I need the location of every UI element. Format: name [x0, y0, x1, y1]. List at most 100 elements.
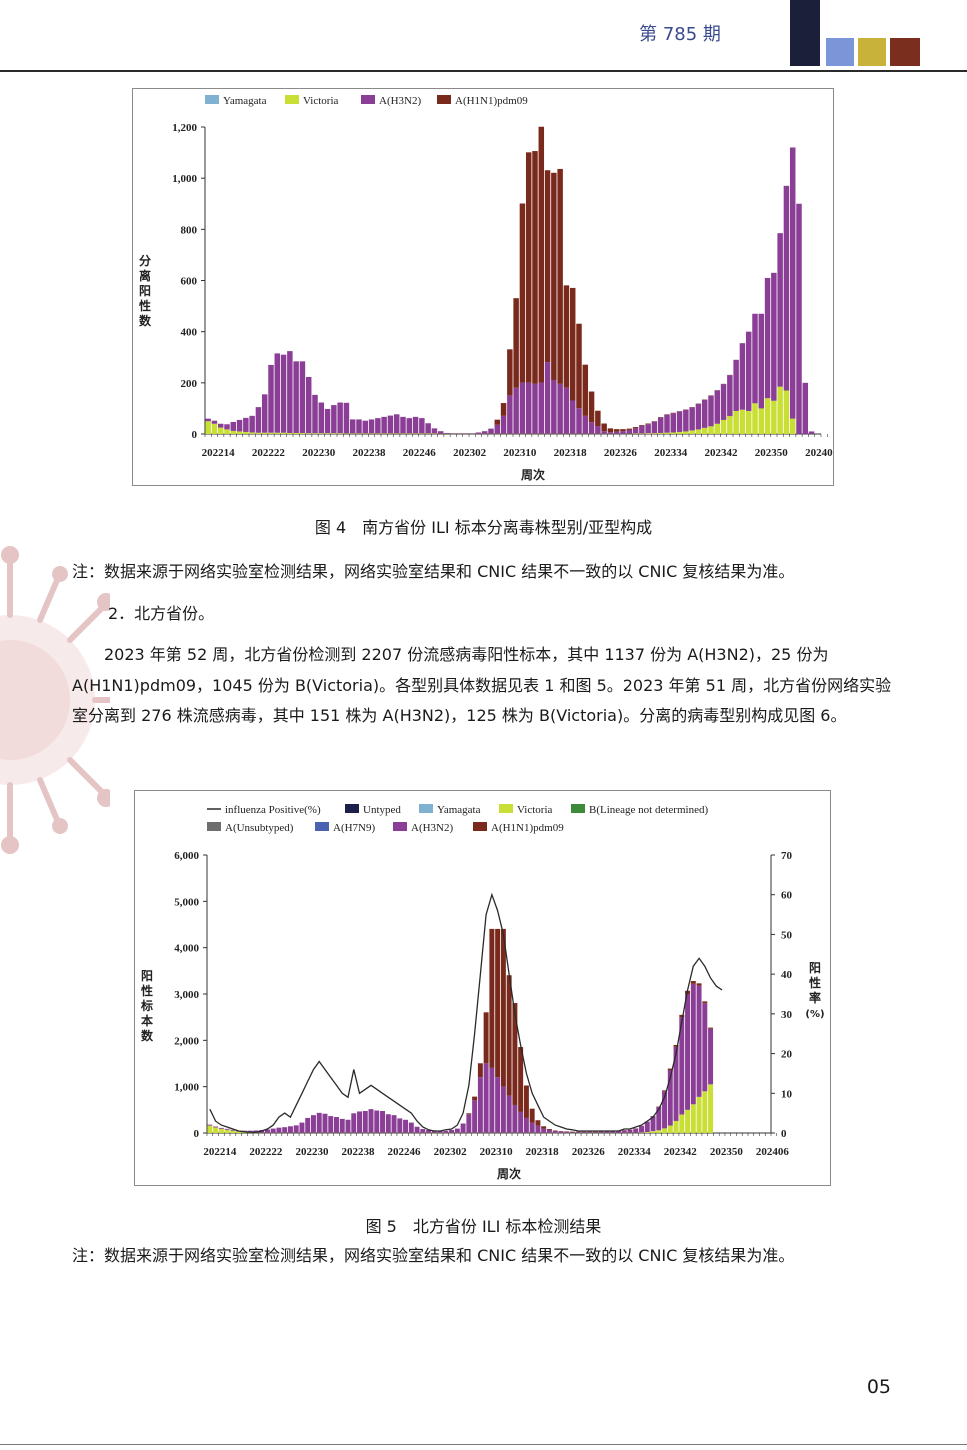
- bar-segment: [205, 421, 211, 434]
- bar-segment: [657, 432, 664, 434]
- y-tick-label: 400: [181, 327, 198, 339]
- bar-segment: [230, 430, 237, 434]
- y-tick-label: 5,000: [174, 896, 199, 908]
- bar-segment: [500, 403, 507, 416]
- bar-segment: [466, 1114, 472, 1133]
- bar-segment: [588, 422, 595, 434]
- bar-segment: [689, 430, 695, 434]
- bar-segment: [512, 1003, 518, 1105]
- bar-segment: [683, 431, 689, 434]
- x-tick-label: 202222: [249, 1146, 283, 1158]
- bar-segment: [657, 417, 664, 433]
- bar-segment: [645, 423, 651, 425]
- bar-segment: [494, 424, 501, 434]
- bar-segment: [525, 152, 532, 383]
- bar-segment: [495, 1077, 501, 1133]
- legend-label: A(H3N2): [379, 95, 421, 107]
- bar-segment: [331, 405, 337, 434]
- bar-segment: [249, 415, 255, 433]
- x-tick-label: 202302: [453, 447, 487, 459]
- bar-segment: [685, 1109, 691, 1133]
- bar-segment: [696, 983, 702, 986]
- bar-segment: [337, 402, 343, 434]
- bar-segment: [764, 398, 771, 434]
- bar-segment: [519, 382, 526, 434]
- figure-5-chart: 0 1,000 2,000 3,000 4,000 5,000 6,000 202214 202…: [134, 790, 831, 1186]
- bar-segment: [331, 433, 337, 434]
- bar-segment: [607, 428, 614, 433]
- bar-segment: [431, 428, 438, 434]
- bar-segment: [690, 1104, 696, 1133]
- bar-segment: [587, 1131, 593, 1133]
- bar-segment: [601, 431, 607, 434]
- bar-segment: [639, 433, 645, 434]
- bar-segment: [696, 985, 702, 1097]
- bar-segment: [391, 1115, 397, 1133]
- bar-segment: [733, 410, 739, 434]
- bar-segment: [318, 433, 325, 434]
- header-color-block-2: [826, 38, 854, 66]
- bar-segment: [662, 1128, 668, 1133]
- bar-segment: [454, 1128, 460, 1133]
- bar-segment: [477, 1063, 483, 1078]
- series-a-h3n2-: [207, 983, 714, 1133]
- bar-segment: [224, 1128, 230, 1130]
- bar-segment: [727, 416, 733, 434]
- bar-segment: [412, 416, 419, 434]
- y-axis-label-char: 本: [141, 1013, 153, 1028]
- bar-segment: [679, 1017, 685, 1115]
- y-tick-label: 6,000: [174, 850, 199, 862]
- bar-segment: [437, 1130, 443, 1133]
- bar-segment: [679, 1014, 685, 1018]
- bar-segment: [312, 394, 318, 434]
- y-axis-label-char: 数: [141, 1028, 154, 1043]
- bar-segment: [667, 1125, 673, 1133]
- bar-segment: [752, 403, 758, 434]
- x-tick-label: 202222: [252, 447, 286, 459]
- bar-segment: [324, 408, 331, 434]
- bar-segment: [702, 1091, 708, 1133]
- bar-segment: [207, 1124, 213, 1126]
- bar-segment: [701, 399, 708, 428]
- header-divider: [0, 70, 967, 72]
- x-tick-label: 202238: [342, 1146, 376, 1158]
- bar-segment: [255, 432, 262, 434]
- bar-segment: [802, 382, 809, 434]
- x-tick-label: 202334: [618, 1146, 652, 1158]
- x-axis-label: 周次: [521, 467, 545, 482]
- bar-segment: [287, 1126, 293, 1133]
- page-number: 05: [866, 1376, 891, 1398]
- bar-segment: [299, 361, 306, 433]
- bar-segment: [651, 421, 658, 422]
- bar-segment: [673, 1044, 679, 1047]
- bar-segment: [639, 425, 645, 434]
- bar-segment: [261, 432, 268, 434]
- bar-segment: [613, 429, 620, 432]
- bar-segment: [544, 170, 551, 363]
- bar-segment: [241, 1132, 247, 1133]
- y-tick-label: 1,000: [174, 1082, 199, 1094]
- legend-label: Victoria: [303, 95, 338, 107]
- y-tick-label: 0: [194, 1128, 200, 1140]
- bar-segment: [217, 427, 224, 434]
- x-tick-label: 202310: [480, 1146, 514, 1158]
- bar-segment: [777, 233, 783, 387]
- y2-tick-label: 60: [781, 890, 793, 902]
- bar-segment: [519, 203, 526, 383]
- bar-segment: [293, 1125, 299, 1133]
- bar-segment: [305, 376, 312, 434]
- bar-segment: [627, 1129, 633, 1133]
- bar-segment: [397, 1118, 403, 1133]
- bar-segment: [544, 362, 551, 434]
- bar-segment: [676, 431, 683, 434]
- bar-segment: [518, 1111, 524, 1133]
- bar-segment: [264, 1129, 270, 1133]
- y2-tick-label: 10: [781, 1088, 793, 1100]
- bar-segment: [305, 433, 312, 434]
- bar-segment: [224, 429, 230, 434]
- x-tick-label: 202302: [434, 1146, 468, 1158]
- bar-segment: [664, 414, 670, 415]
- bar-segment: [644, 1121, 650, 1133]
- issue-number: 第 785 期: [639, 24, 721, 45]
- bar-segment: [664, 432, 670, 434]
